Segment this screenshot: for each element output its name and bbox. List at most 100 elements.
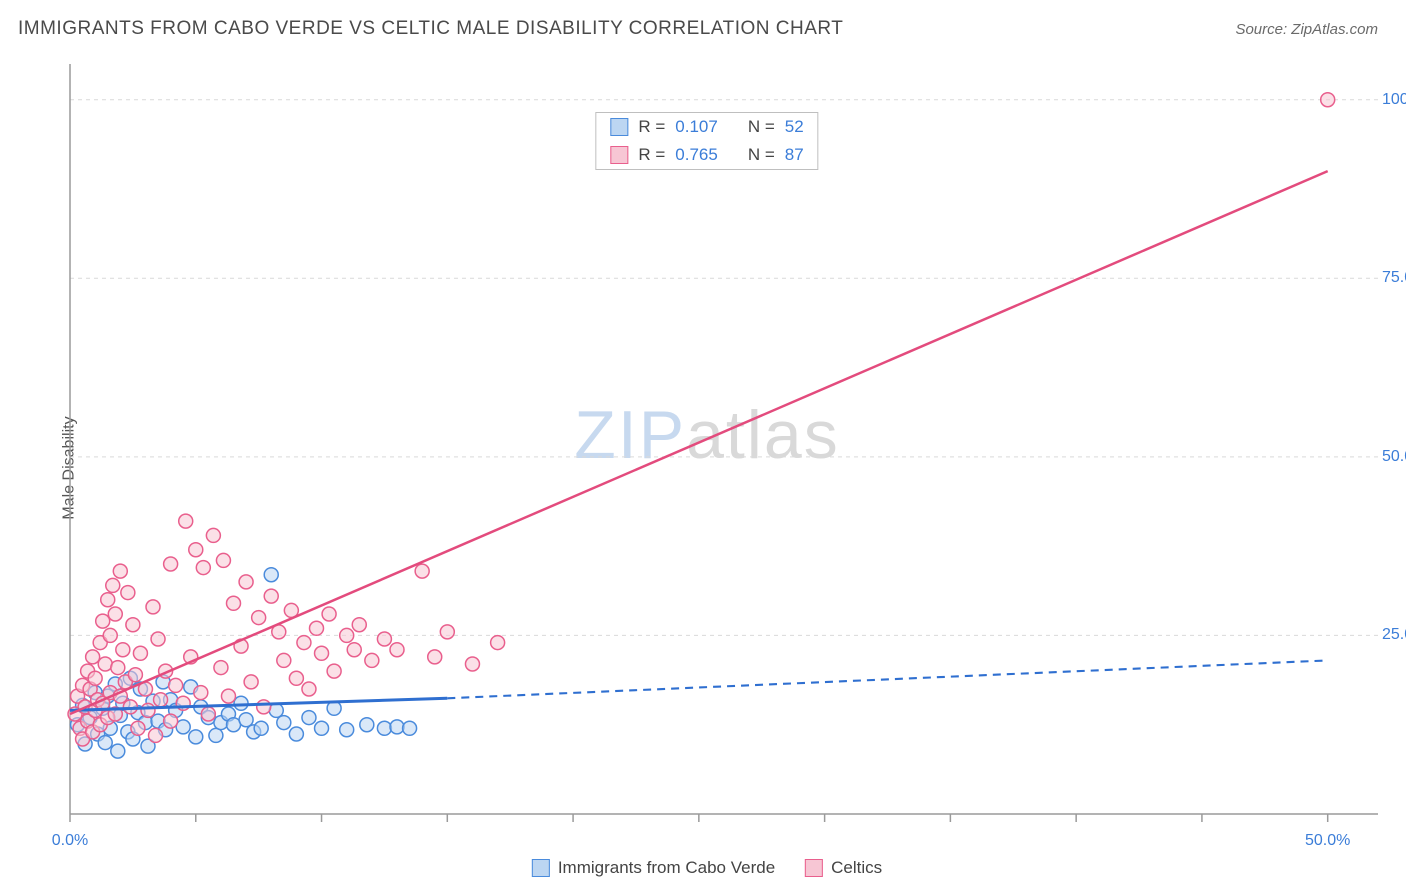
scatter-point <box>491 636 505 650</box>
scatter-point <box>154 693 168 707</box>
scatter-point <box>302 711 316 725</box>
scatter-point <box>310 621 324 635</box>
scatter-point <box>209 728 223 742</box>
scatter-point <box>347 643 361 657</box>
scatter-point <box>390 720 404 734</box>
series-legend-label: Immigrants from Cabo Verde <box>558 858 775 878</box>
scatter-point <box>214 661 228 675</box>
y-tick-label: 100.0% <box>1382 91 1406 109</box>
scatter-point <box>377 721 391 735</box>
r-label: R = <box>638 145 665 165</box>
x-tick-label: 0.0% <box>52 832 88 850</box>
scatter-point <box>206 528 220 542</box>
scatter-point <box>164 557 178 571</box>
r-label: R = <box>638 117 665 137</box>
scatter-point <box>98 657 112 671</box>
x-tick-label: 50.0% <box>1305 832 1350 850</box>
scatter-point <box>302 682 316 696</box>
legend-swatch <box>532 859 550 877</box>
scatter-plot <box>58 54 1396 882</box>
scatter-point <box>440 625 454 639</box>
scatter-point <box>365 653 379 667</box>
scatter-point <box>131 721 145 735</box>
scatter-point <box>327 664 341 678</box>
scatter-point <box>98 736 112 750</box>
stats-legend-row: R = 0.107 N = 52 <box>596 113 817 141</box>
scatter-point <box>151 632 165 646</box>
scatter-point <box>277 716 291 730</box>
scatter-point <box>315 721 329 735</box>
scatter-point <box>322 607 336 621</box>
n-label: N = <box>748 145 775 165</box>
scatter-point <box>146 600 160 614</box>
scatter-point <box>340 723 354 737</box>
scatter-point <box>133 646 147 660</box>
scatter-point <box>252 611 266 625</box>
scatter-point <box>103 628 117 642</box>
scatter-point <box>257 700 271 714</box>
scatter-point <box>201 707 215 721</box>
scatter-point <box>189 543 203 557</box>
trend-line <box>70 171 1328 714</box>
scatter-point <box>126 618 140 632</box>
scatter-point <box>403 721 417 735</box>
scatter-point <box>196 561 210 575</box>
scatter-point <box>227 596 241 610</box>
scatter-point <box>315 646 329 660</box>
scatter-point <box>141 703 155 717</box>
scatter-point <box>194 686 208 700</box>
scatter-point <box>254 721 268 735</box>
scatter-point <box>428 650 442 664</box>
scatter-point <box>390 643 404 657</box>
y-tick-label: 75.0% <box>1382 269 1406 287</box>
scatter-point <box>1321 93 1335 107</box>
trend-line-extrapolated <box>447 660 1327 698</box>
r-value: 0.107 <box>675 117 718 137</box>
scatter-point <box>465 657 479 671</box>
scatter-point <box>169 678 183 692</box>
scatter-point <box>244 675 258 689</box>
chart-area: Male Disability ZIPatlas R =0.107N =52R … <box>18 54 1396 882</box>
series-legend-item: Immigrants from Cabo Verde <box>532 858 775 878</box>
scatter-point <box>86 650 100 664</box>
scatter-point <box>360 718 374 732</box>
series-legend: Immigrants from Cabo Verde Celtics <box>532 858 882 878</box>
legend-swatch <box>610 118 628 136</box>
chart-title: IMMIGRANTS FROM CABO VERDE VS CELTIC MAL… <box>18 18 843 40</box>
scatter-point <box>111 661 125 675</box>
scatter-point <box>415 564 429 578</box>
legend-swatch <box>805 859 823 877</box>
scatter-point <box>164 714 178 728</box>
scatter-point <box>111 744 125 758</box>
y-tick-label: 25.0% <box>1382 626 1406 644</box>
scatter-point <box>377 632 391 646</box>
r-value: 0.765 <box>675 145 718 165</box>
scatter-point <box>108 607 122 621</box>
source-attribution: Source: ZipAtlas.com <box>1235 21 1378 38</box>
scatter-point <box>106 578 120 592</box>
scatter-point <box>179 514 193 528</box>
y-tick-label: 50.0% <box>1382 448 1406 466</box>
scatter-point <box>264 589 278 603</box>
legend-swatch <box>610 146 628 164</box>
scatter-point <box>297 636 311 650</box>
scatter-point <box>149 728 163 742</box>
scatter-point <box>289 671 303 685</box>
scatter-point <box>239 575 253 589</box>
scatter-point <box>121 586 135 600</box>
n-label: N = <box>748 117 775 137</box>
scatter-point <box>96 614 110 628</box>
scatter-point <box>277 653 291 667</box>
stats-legend: R = 0.107 N = 52 R = 0.765 N = 87 <box>595 112 818 170</box>
scatter-point <box>128 668 142 682</box>
n-value: 87 <box>785 145 804 165</box>
series-legend-item: Celtics <box>805 858 882 878</box>
scatter-point <box>189 730 203 744</box>
n-value: 52 <box>785 117 804 137</box>
scatter-point <box>221 689 235 703</box>
scatter-point <box>113 564 127 578</box>
scatter-point <box>340 628 354 642</box>
scatter-point <box>289 727 303 741</box>
scatter-point <box>88 671 102 685</box>
scatter-point <box>116 643 130 657</box>
